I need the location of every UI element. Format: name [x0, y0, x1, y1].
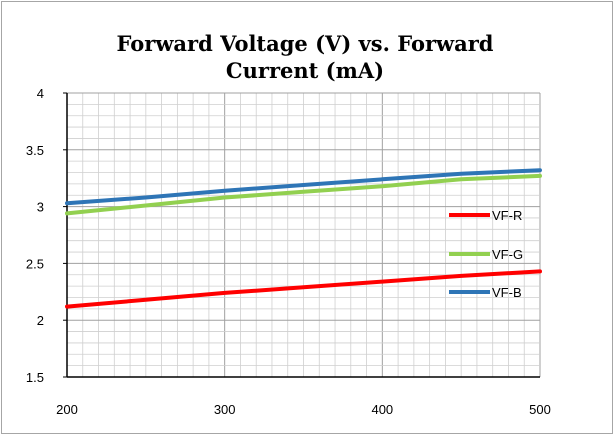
y-tick-label: 3.5: [26, 143, 44, 158]
chart-title-line-1: Forward Voltage (V) vs. Forward: [117, 31, 494, 56]
legend-item-vf-g: VF-G: [449, 247, 523, 262]
x-tick-label: 300: [214, 402, 236, 417]
series-line-vf-b: [65, 168, 542, 206]
series-line-vf-r: [65, 269, 542, 309]
legend-item-vf-b: VF-B: [449, 285, 522, 300]
y-tick-label: 4: [37, 86, 44, 101]
x-tick-label: 200: [56, 402, 78, 417]
axes: [63, 92, 540, 378]
grid: [66, 92, 541, 378]
chart-title-line-2: Current (mA): [226, 58, 384, 83]
legend-label: VF-B: [492, 285, 522, 300]
legend-label: VF-G: [492, 247, 523, 262]
y-tick-label: 2.5: [26, 256, 44, 271]
x-tick-label: 500: [529, 402, 551, 417]
y-tick-label: 3: [37, 200, 44, 215]
y-axis-tick-labels: 1.5 2 2.5 3 3.5 4: [26, 86, 44, 385]
series-lines: [65, 168, 542, 309]
x-axis-tick-labels: 200 300 400 500: [56, 402, 551, 417]
series-line-vf-g: [65, 173, 542, 216]
y-tick-label: 2: [37, 313, 44, 328]
legend: VF-R VF-G VF-B: [449, 208, 523, 300]
legend-item-vf-r: VF-R: [449, 208, 522, 223]
y-tick-label: 1.5: [26, 370, 44, 385]
legend-label: VF-R: [492, 208, 522, 223]
x-tick-label: 400: [371, 402, 393, 417]
